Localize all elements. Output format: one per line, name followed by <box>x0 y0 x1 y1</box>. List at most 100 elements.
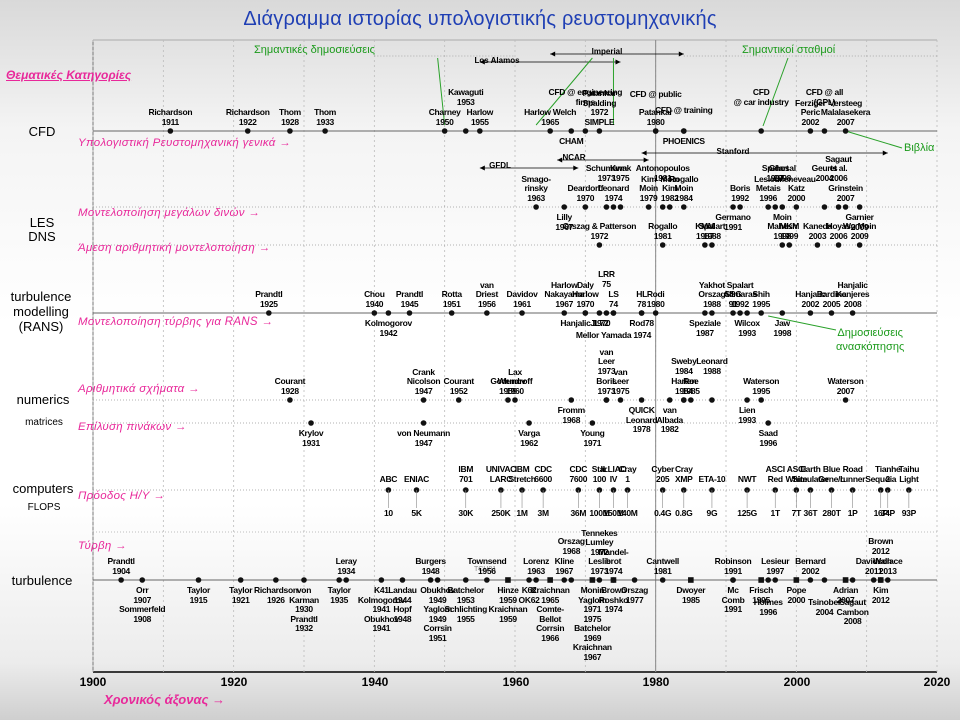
event-marker-les-1970-21 <box>582 204 589 210</box>
event-marker-matrices-1947-94 <box>420 420 427 426</box>
watermark: TCU01 <box>474 566 497 573</box>
event-label-matrices-1947: von Neumann 1947 <box>397 428 451 448</box>
event-marker-numerics-1952-77 <box>455 397 462 403</box>
event-label-computers-2016: Taihu Light <box>898 464 920 484</box>
event-marker-rans-2008-74 <box>849 310 856 316</box>
event-label-rans-1978: Rod78 <box>629 318 654 328</box>
event-marker-turbulence-1971-141 <box>589 577 596 583</box>
span-los-alamos: Los Alamos <box>474 56 520 65</box>
event-marker-les-1984-28 <box>681 204 687 210</box>
flops-label-2005: 280T <box>822 508 841 518</box>
pointer-books <box>845 130 903 149</box>
event-label-rans-1980: Rodi 1980 <box>646 289 665 309</box>
event-marker-matrices-1996-97 <box>765 420 771 426</box>
event-marker-turbulence-1936-128 <box>343 577 350 583</box>
event-label-turbulence-1972: Tennekes Lumley 1972 Leslie 1973 <box>581 527 618 576</box>
event-marker-turbulence-1959-135 <box>505 577 511 583</box>
event-label-turbulence-1921: Taylor 1921 <box>229 585 253 605</box>
event-label-les-1991: Germano 1991 <box>715 212 751 232</box>
event-marker-dns-1998-43 <box>779 242 786 248</box>
event-label-matrices-1962: Varga 1962 <box>518 428 540 448</box>
pointer-reviews <box>768 315 837 331</box>
event-label-les-1997: Spalart 1997 <box>761 163 789 183</box>
event-label-numerics-1984: Sweby 1984 <box>671 356 697 376</box>
event-label-les-1981: Antonopoulos 1981 <box>635 163 690 183</box>
event-marker-numerics-1982-85 <box>666 397 673 403</box>
event-marker-les-1975-24 <box>617 204 624 210</box>
event-label-rans-1974: LS 74 <box>608 289 619 309</box>
event-marker-rans-1972-58 <box>596 310 603 316</box>
event-label-turbulence-1995: Frisch 1995 <box>749 585 774 605</box>
event-label-les-2000: Meneveau Katz 2000 <box>776 173 816 203</box>
event-label-les-2007: Grinstein 2007 <box>828 183 863 203</box>
event-label-les-1996: Lesieur Metais 1996 <box>754 173 783 203</box>
event-marker-cfd-1928-2 <box>287 128 293 134</box>
event-marker-cfd-1995-15 <box>758 128 764 134</box>
row-name-turbulence: turbulence <box>11 573 73 588</box>
event-label-cfd-2004: CFD @ all (GPL) <box>805 87 844 107</box>
event-marker-turbulence-1944-130 <box>399 577 406 583</box>
event-label-turbulence-1996: Holmes 1996 <box>753 597 783 617</box>
event-marker-rans-1961-54 <box>519 310 525 316</box>
event-label-computers-2002: Earth Simulator <box>792 464 829 484</box>
event-marker-cfd-1911-0 <box>167 128 174 134</box>
event-label-turbulence-2004: Tsinober 2004 <box>808 597 841 617</box>
event-label-computers-1946: ENIAC <box>404 473 430 484</box>
event-marker-cfd-1972-9 <box>596 128 603 134</box>
event-label-computers-1974: ILLIAC IV <box>600 464 627 484</box>
event-marker-rans-1951-52 <box>448 310 455 316</box>
event-label-turbulence-1953: Batchelor 1953 Schlichting 1955 <box>444 585 488 624</box>
event-label-cfd-1955: Harlow 1955 <box>466 107 494 127</box>
event-label-turbulence-1944: Landau 1944 Hopf 1948 <box>388 585 417 624</box>
event-label-computers-1993: NWT <box>737 473 757 484</box>
event-label-computers-1953: IBM 701 <box>458 464 474 484</box>
event-label-computers-1984: Cray XMP <box>674 464 693 484</box>
event-marker-turbulence-1921-124 <box>237 577 244 583</box>
event-marker-turbulence-1926-125 <box>273 577 279 583</box>
event-label-turbulence-1935: Taylor 1935 <box>327 585 351 605</box>
event-label-les-1973: Schumann 1973 <box>585 163 627 183</box>
event-label-rans-1988: Yakhot Orszag 1988 <box>698 279 726 309</box>
flops-label-1946: 5K <box>411 508 422 518</box>
event-marker-turbulence-2011-158 <box>870 577 877 583</box>
row-name-cfd: CFD <box>28 124 56 139</box>
event-label-turbulence-1948: Burgers 1948 <box>415 556 446 576</box>
event-label-les-1967: Lilly 1967 <box>555 212 574 232</box>
event-marker-rans-1992-68 <box>737 310 743 316</box>
row-name-flops: FLOPS <box>27 502 61 513</box>
event-label-rans-1925: Prandtl 1925 <box>255 289 283 309</box>
span-gfdl: GFDL <box>489 161 511 170</box>
event-label-turbulence-2007: Adrian 2007 <box>833 585 859 605</box>
event-marker-turbulence-1981-146 <box>659 577 666 583</box>
flops-label-1958: 250K <box>491 508 511 518</box>
event-label-turbulence-1930: von Karman 1930 Prandtl 1932 <box>289 585 319 633</box>
row-name-numerics: numerics <box>16 392 70 407</box>
flops-label-1964: 3M <box>537 508 550 518</box>
event-marker-les-1998-32 <box>779 204 786 210</box>
event-marker-turbulence-2007-156 <box>842 577 849 583</box>
event-label-numerics-1978: QUICK Leonard 1978 <box>625 405 658 434</box>
axis-tick-2020: 2020 <box>923 675 951 689</box>
event-label-dns-1972: Orszag & Patterson 1972 <box>562 221 637 241</box>
event-label-numerics-1985: Roe 1985 <box>681 376 700 396</box>
event-label-numerics-1988: Leonard 1988 <box>696 356 728 376</box>
event-marker-cfd-1965-7 <box>547 128 553 134</box>
event-label-numerics-1995: Waterson 1995 <box>743 376 780 396</box>
event-marker-rans-2005-73 <box>828 310 835 316</box>
annotation-reviews: Δημοσιεύσεις ανασκόπησης <box>836 327 905 353</box>
event-marker-turbulence-1965-138 <box>547 577 553 583</box>
event-label-turbulence-1981: Cantwell 1981 <box>646 556 679 576</box>
event-marker-turbulence-1962-136 <box>526 577 532 583</box>
event-marker-numerics-1947-76 <box>420 397 427 403</box>
event-marker-turbulence-1997-152 <box>772 577 779 583</box>
slide-title: Διάγραμμα ιστορίας υπολογιστικής ρευστομ… <box>243 8 717 30</box>
event-label-les-1963: Smago- rinsky 1963 <box>521 173 551 203</box>
event-label-turbulence-1926: Richardson 1926 <box>253 585 298 605</box>
event-marker-rans-1998-71 <box>779 310 786 316</box>
event-label-computers-1972: Star 100 <box>591 464 608 484</box>
event-label-rans-1967: Harlow Nakayama 1967 <box>544 279 585 309</box>
event-marker-les-2000-34 <box>793 204 800 210</box>
flops-label-1972: 100M <box>589 508 610 518</box>
subcategory-numerics: Αριθμητικά σχήματα → <box>78 383 200 395</box>
